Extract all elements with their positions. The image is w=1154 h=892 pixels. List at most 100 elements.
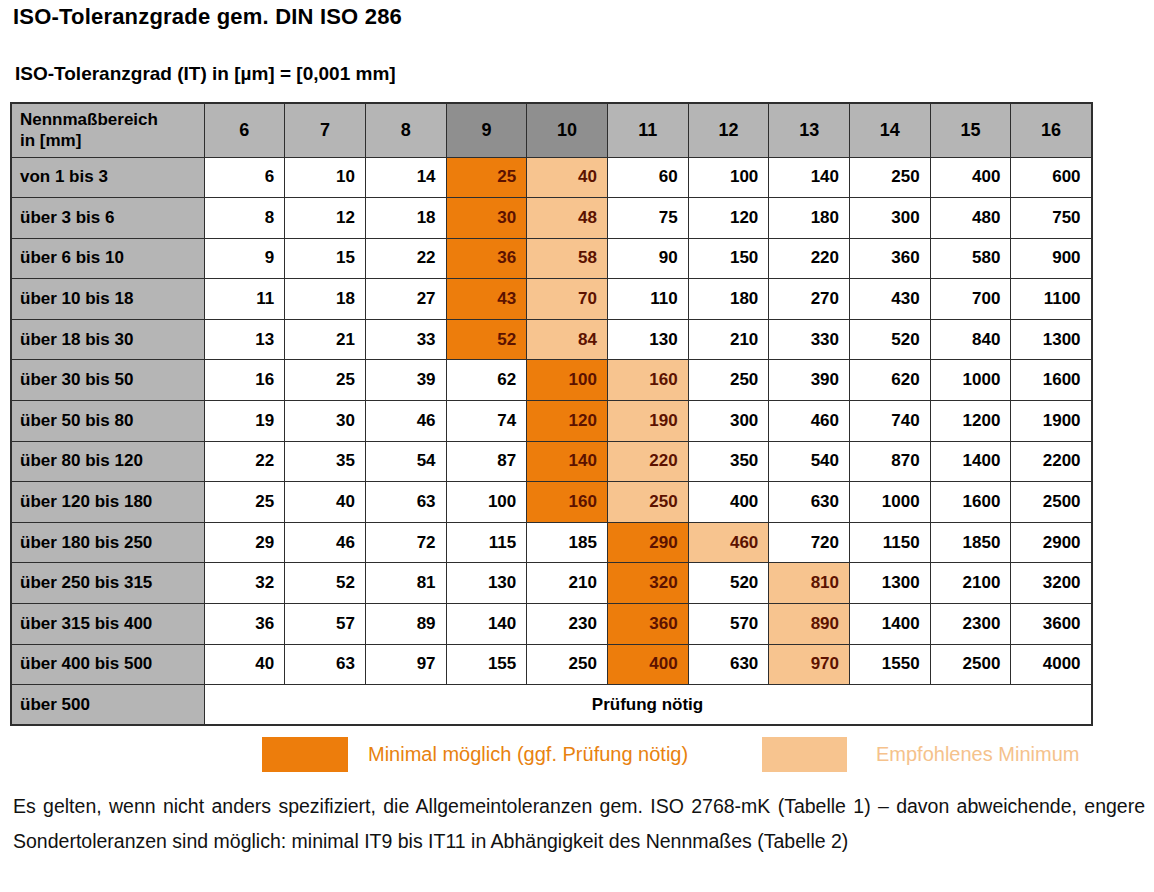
table-row: über 120 bis 180254063100160250400630100… [11,482,1092,523]
table-row: über 500Prüfung nötig [11,685,1092,726]
value-cell: 185 [527,522,608,563]
value-cell: 8 [204,198,285,239]
value-cell: 190 [607,401,688,442]
value-cell: 220 [607,441,688,482]
col-header-it-8: 8 [365,103,446,157]
value-cell: 120 [688,198,769,239]
value-cell: 60 [607,157,688,198]
value-cell: 36 [446,238,527,279]
row-label: von 1 bis 3 [11,157,204,198]
value-cell: 180 [769,198,850,239]
value-cell: 39 [365,360,446,401]
value-cell: 3200 [1011,563,1092,604]
value-cell: 460 [769,401,850,442]
col-header-it-12: 12 [688,103,769,157]
value-cell: 74 [446,401,527,442]
value-cell: 18 [365,198,446,239]
value-cell: 30 [285,401,366,442]
value-cell: 1300 [1011,319,1092,360]
value-cell: 300 [850,198,931,239]
value-cell: 350 [688,441,769,482]
value-cell: 110 [607,279,688,320]
value-cell: 2200 [1011,441,1092,482]
col-header-it-15: 15 [930,103,1011,157]
value-cell: 100 [527,360,608,401]
value-cell: 140 [446,604,527,645]
value-cell: 360 [850,238,931,279]
value-cell: 720 [769,522,850,563]
value-cell: 48 [527,198,608,239]
value-cell: 97 [365,644,446,685]
value-cell: 54 [365,441,446,482]
value-cell: 35 [285,441,366,482]
value-cell: 520 [850,319,931,360]
row-label: über 18 bis 30 [11,319,204,360]
value-cell: 22 [204,441,285,482]
value-cell: 1550 [850,644,931,685]
value-cell: 630 [688,644,769,685]
value-cell: 2900 [1011,522,1092,563]
value-cell: 2300 [930,604,1011,645]
row-label: über 120 bis 180 [11,482,204,523]
value-cell: 1400 [930,441,1011,482]
table-row: über 3 bis 681218304875120180300480750 [11,198,1092,239]
table-row: über 10 bis 1811182743701101802704307001… [11,279,1092,320]
table-row: über 80 bis 1202235548714022035054087014… [11,441,1092,482]
value-cell: 30 [446,198,527,239]
value-cell: 330 [769,319,850,360]
value-cell: 290 [607,522,688,563]
table-row: über 50 bis 8019304674120190300460740120… [11,401,1092,442]
corner-header: Nennmaßbereichin [mm] [11,103,204,157]
table-row: über 315 bis 400365789140230360570890140… [11,604,1092,645]
value-cell: 1850 [930,522,1011,563]
value-cell: 15 [285,238,366,279]
value-cell: 540 [769,441,850,482]
value-cell: 620 [850,360,931,401]
value-cell: 740 [850,401,931,442]
page-title: ISO-Toleranzgrade gem. DIN ISO 286 [13,4,402,30]
value-cell: 9 [204,238,285,279]
row-label: über 10 bis 18 [11,279,204,320]
value-cell: 10 [285,157,366,198]
pruefung-noetig-cell: Prüfung nötig [204,685,1092,726]
value-cell: 87 [446,441,527,482]
value-cell: 1600 [1011,360,1092,401]
value-cell: 210 [527,563,608,604]
col-header-it-7: 7 [285,103,366,157]
value-cell: 3600 [1011,604,1092,645]
value-cell: 22 [365,238,446,279]
table-row: über 18 bis 3013213352841302103305208401… [11,319,1092,360]
value-cell: 390 [769,360,850,401]
table-row: über 400 bis 500406397155250400630970155… [11,644,1092,685]
row-label: über 6 bis 10 [11,238,204,279]
value-cell: 40 [285,482,366,523]
row-label: über 400 bis 500 [11,644,204,685]
value-cell: 1600 [930,482,1011,523]
value-cell: 400 [930,157,1011,198]
value-cell: 2500 [930,644,1011,685]
value-cell: 11 [204,279,285,320]
value-cell: 160 [607,360,688,401]
row-label: über 250 bis 315 [11,563,204,604]
header-row: Nennmaßbereichin [mm]678910111213141516 [11,103,1092,157]
value-cell: 19 [204,401,285,442]
value-cell: 72 [365,522,446,563]
value-cell: 1150 [850,522,931,563]
value-cell: 40 [204,644,285,685]
value-cell: 250 [850,157,931,198]
value-cell: 630 [769,482,850,523]
legend-label-empfohlenes-minimum: Empfohlenes Minimum [876,743,1079,766]
value-cell: 250 [607,482,688,523]
value-cell: 33 [365,319,446,360]
value-cell: 29 [204,522,285,563]
row-label: über 80 bis 120 [11,441,204,482]
value-cell: 36 [204,604,285,645]
value-cell: 100 [446,482,527,523]
value-cell: 580 [930,238,1011,279]
value-cell: 1400 [850,604,931,645]
value-cell: 460 [688,522,769,563]
value-cell: 12 [285,198,366,239]
value-cell: 1000 [930,360,1011,401]
legend-swatch-empfohlenes-minimum [762,737,847,772]
col-header-it-16: 16 [1011,103,1092,157]
